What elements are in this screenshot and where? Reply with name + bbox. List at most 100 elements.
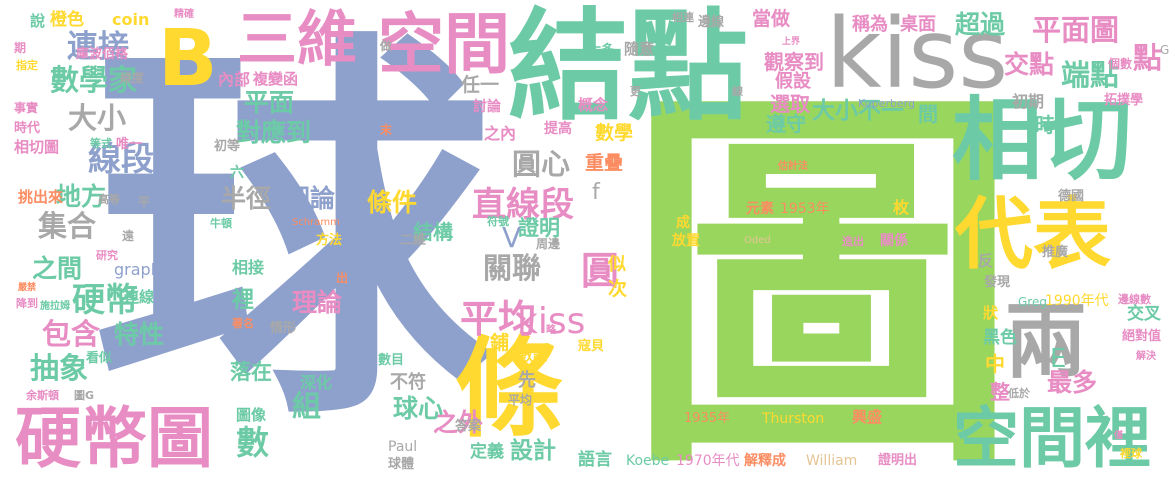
word-coin-en: coin — [112, 10, 150, 29]
word-inside: 裡 — [232, 288, 255, 313]
word-proven: 證明出 — [878, 453, 918, 468]
word-outside: 之外 — [433, 408, 484, 437]
word-raise: 提高 — [544, 121, 572, 137]
word-V: V — [502, 221, 522, 254]
word-circle: 圓 — [581, 249, 620, 293]
word-set: 集合 — [38, 209, 97, 243]
word-space: 空間 — [378, 6, 510, 83]
word-topology: 拓撲學 — [1104, 93, 1144, 108]
word-contain: 包含 — [42, 317, 101, 351]
word-point: 點 — [1133, 41, 1163, 75]
word-method: 方法 — [316, 233, 343, 248]
word-graph: 圖 — [625, 57, 1020, 482]
word-piece: 枚 — [893, 198, 910, 217]
word-seemingly: 看似 — [86, 351, 113, 366]
word-desktop: 桌面 — [900, 14, 936, 35]
word-edge-count: 邊線數 — [1118, 293, 1151, 306]
word-structure: 結構 — [413, 220, 453, 244]
word-cross: 交叉 — [1127, 304, 1161, 324]
word-black: 黑色 — [983, 328, 1017, 348]
word-discover: 發現 — [984, 275, 1011, 290]
word-answer: 答案 — [455, 419, 482, 434]
word-represent: 代表 — [955, 190, 1112, 280]
word-concept: 概念 — [578, 96, 609, 114]
word-tangent: 相切 — [952, 88, 1132, 193]
word-graph-theory: 圖論 — [285, 184, 336, 213]
word-do: 做 — [380, 39, 393, 53]
word-3d: 三維 — [237, 5, 357, 75]
word-equation: 等式 — [90, 137, 112, 150]
word-connect: 連接 — [67, 29, 129, 65]
word-most: 最多 — [1047, 368, 1098, 397]
word-condition: 條件 — [367, 188, 418, 217]
word-planar-graph: 平面圖 — [1032, 13, 1120, 47]
word-flourish: 興盛 — [852, 408, 883, 426]
word-any: 任一 — [461, 74, 500, 96]
word-property: 特性 — [114, 320, 165, 349]
word-strip: 條 — [455, 327, 564, 452]
word-schramm: Schramm — [292, 217, 340, 228]
word-mismatch: 不符 — [390, 372, 426, 393]
word-lower-to: 降到 — [16, 297, 38, 310]
word-kuperberg: Kuperberg — [858, 97, 915, 110]
word-koebe: Koebe — [626, 453, 670, 469]
word-f: f — [592, 180, 600, 205]
word-create: 造出 — [842, 235, 864, 248]
word-first: 先 — [518, 370, 536, 391]
word-proof: 證明 — [518, 216, 560, 240]
word-within: 之內 — [484, 124, 517, 143]
word-endpoint: 端點 — [1061, 58, 1120, 92]
word-elementary: 初等 — [214, 139, 241, 154]
word-generalize: 推廣 — [1042, 245, 1069, 260]
word-group: 組 — [292, 389, 322, 423]
word-graph-en: graph — [114, 260, 161, 279]
word-only: 僅 — [1114, 431, 1124, 441]
word-times: 次 — [608, 278, 628, 300]
word-kuperberg-zh: 庫波佰格 — [76, 47, 129, 62]
word-mathematician: 數學家 — [50, 63, 138, 97]
word-schramm-zh: 施拉姆 — [40, 301, 70, 312]
word-say: 說 — [30, 12, 46, 30]
word-varied-size: 大小不一 — [812, 98, 904, 124]
word-advanced: 高等 — [98, 193, 120, 206]
word-pick-out: 挑出來 — [18, 188, 64, 206]
word-oded: Oded — [744, 235, 771, 246]
word-reverse: 反 — [978, 252, 994, 270]
word-element: 元素 — [746, 201, 774, 217]
word-complex-func: 複變函 — [253, 70, 299, 88]
word-image: 圖像 — [236, 406, 267, 424]
word-treat-as: 當做 — [752, 8, 791, 30]
word-pave: 鋪 — [490, 332, 510, 354]
word-out: 出 — [336, 271, 349, 285]
word-graph-G: 圖G — [74, 389, 95, 402]
word-mathematics: 數學 — [595, 122, 634, 144]
word-count: 數目 — [378, 353, 405, 368]
word-quantity: 個數 — [1108, 57, 1133, 71]
word-period: 期 — [14, 41, 27, 55]
word-between: 之間 — [32, 254, 83, 283]
word-obey: 遵守 — [766, 112, 806, 136]
word-discussion: 討論 — [473, 99, 501, 115]
word-theory: 理論 — [292, 288, 343, 317]
word-radius: 半徑 — [221, 184, 272, 213]
word-exceed: 超過 — [955, 10, 1006, 39]
word-kiss: kiss — [826, 0, 1009, 110]
word-number: 數 — [236, 423, 269, 462]
word-1970s: 1970年代 — [676, 453, 740, 469]
word-paul: Paul — [388, 439, 418, 455]
word-select: 選取 — [770, 92, 810, 116]
word-linked: 相連 — [672, 11, 694, 24]
word-flat: 平 — [138, 195, 151, 209]
word-link-line: 連線 — [124, 288, 155, 306]
word-shape: 狀 — [983, 304, 999, 322]
word-estimate: 估計法 — [778, 161, 808, 172]
word-G: G — [1160, 43, 1170, 57]
word-koebe-zh: 寇貝 — [578, 339, 605, 354]
word-thurston-zh: 余斯頓 — [26, 389, 59, 402]
word-place: 地方 — [56, 182, 107, 211]
word-greg: Greg — [1018, 295, 1047, 309]
word-fall-in: 落在 — [230, 360, 272, 384]
word-germany: 德國 — [1058, 189, 1085, 204]
word-surroundings: 周邊 — [536, 237, 561, 251]
